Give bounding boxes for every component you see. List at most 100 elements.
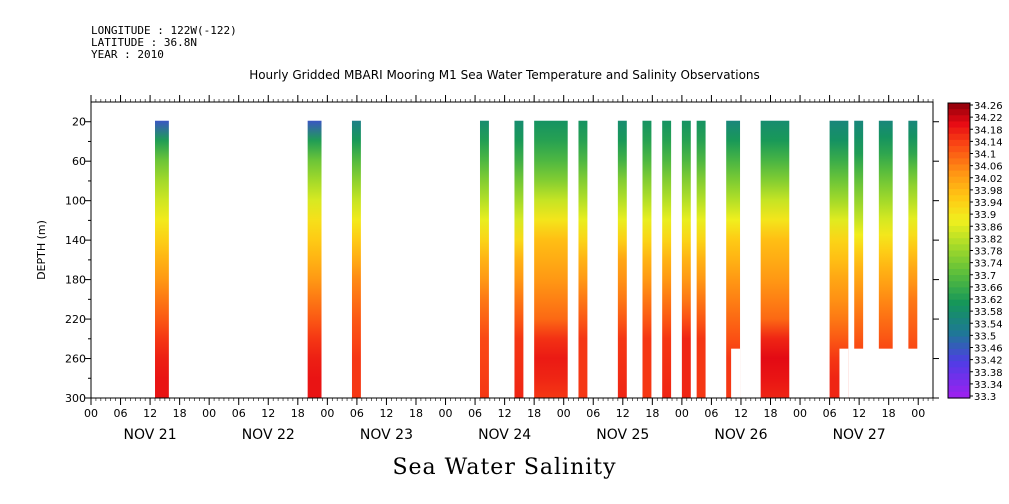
colorbar-swatch — [948, 281, 970, 288]
colorbar-label: 33.98 — [974, 186, 1003, 197]
colorbar-label: 34.14 — [974, 137, 1003, 148]
x-tick-label: 00 — [84, 407, 98, 420]
axes: 20 60 100 140 180 220 260 300 DEPTH (m) 00 06 12 18 0… — [35, 95, 939, 443]
x-tick-label: 18 — [882, 407, 896, 420]
colorbar-swatch — [948, 305, 970, 313]
year-label: YEAR : 2010 — [91, 48, 164, 61]
x-day-label: NOV 23 — [360, 427, 413, 443]
colorbar-swatch — [948, 348, 970, 356]
colorbar-swatch — [948, 342, 970, 350]
x-tick-label: 00 — [439, 407, 453, 420]
colorbar-swatch — [948, 324, 970, 331]
x-tick-label: 06 — [114, 407, 128, 420]
x-tick-label: 12 — [261, 407, 275, 420]
x-tick-label: 00 — [911, 407, 925, 420]
variable-title: Sea Water Salinity — [392, 455, 617, 480]
colorbar-label: 34.02 — [974, 174, 1003, 185]
y-tick-label: 140 — [65, 234, 86, 247]
colorbar-swatch — [948, 139, 970, 147]
colorbar-label: 34.1 — [974, 150, 996, 161]
colorbar-swatch — [948, 115, 970, 123]
colorbar-swatch — [948, 330, 970, 338]
x-day-label: NOV 21 — [124, 427, 177, 443]
observation-column — [662, 120, 672, 398]
x-tick-label: 18 — [173, 407, 187, 420]
colorbar-swatch — [948, 361, 970, 368]
longitude-label: LONGITUDE : 122W(-122) — [91, 24, 237, 37]
x-day-label: NOV 26 — [714, 427, 767, 443]
observation-column — [155, 120, 169, 398]
observation-column — [642, 120, 652, 398]
colorbar-label: 33.42 — [974, 356, 1003, 367]
colorbar-swatch — [948, 195, 970, 202]
observation-column — [534, 120, 568, 398]
x-tick-label: 12 — [852, 407, 866, 420]
colorbar-swatch — [948, 201, 970, 209]
colorbar-label: 33.9 — [974, 210, 996, 221]
colorbar-swatch — [948, 275, 970, 282]
colorbar-label: 34.06 — [974, 162, 1003, 173]
colorbar-label: 33.66 — [974, 283, 1003, 294]
colorbar-label: 33.34 — [974, 380, 1003, 391]
y-tick-label: 60 — [72, 155, 86, 168]
colorbar-swatch — [948, 318, 970, 325]
x-tick-label: 06 — [586, 407, 600, 420]
colorbar-swatch — [948, 385, 970, 393]
colorbar-label: 33.54 — [974, 319, 1003, 330]
missing-data-mask — [839, 348, 849, 398]
y-tick-label: 220 — [65, 313, 86, 326]
colorbar-swatch — [948, 182, 970, 190]
observation-column — [878, 120, 893, 349]
x-day-label: NOV 24 — [478, 427, 531, 443]
colorbar-swatch — [948, 250, 970, 258]
observation-column — [617, 120, 627, 398]
colorbar: 34.2634.2234.1834.1434.134.0634.0233.983… — [947, 101, 1003, 403]
colorbar-swatch — [948, 176, 970, 184]
x-tick-label: 00 — [320, 407, 334, 420]
x-tick-label: 06 — [823, 407, 837, 420]
x-tick-label: 18 — [409, 407, 423, 420]
colorbar-swatch — [948, 268, 970, 276]
colorbar-swatch — [948, 225, 970, 233]
colorbar-swatch — [948, 244, 970, 252]
colorbar-swatch — [948, 336, 970, 344]
colorbar-label: 33.38 — [974, 368, 1003, 379]
observation-column — [908, 120, 918, 349]
colorbar-swatch — [948, 373, 970, 381]
colorbar-swatch — [948, 158, 970, 166]
y-tick-label: 180 — [65, 274, 86, 287]
colorbar-swatch — [948, 127, 970, 135]
colorbar-label: 33.46 — [974, 344, 1003, 355]
colorbar-swatch — [948, 103, 970, 110]
y-tick-label: 100 — [65, 195, 86, 208]
x-tick-label: 00 — [675, 407, 689, 420]
colorbar-label: 33.86 — [974, 222, 1003, 233]
x-tick-label: 06 — [350, 407, 364, 420]
y-axis-label: DEPTH (m) — [35, 220, 48, 280]
x-tick-label: 06 — [704, 407, 718, 420]
x-tick-label: 00 — [793, 407, 807, 420]
colorbar-swatch — [948, 152, 970, 159]
x-tick-label: 00 — [557, 407, 571, 420]
colorbar-swatch — [948, 219, 970, 227]
x-tick-label: 12 — [616, 407, 630, 420]
colorbar-label: 33.7 — [974, 271, 996, 282]
colorbar-swatch — [948, 299, 970, 307]
colorbar-label: 34.22 — [974, 113, 1003, 124]
colorbar-swatch — [948, 262, 970, 270]
colorbar-swatch — [948, 146, 970, 153]
colorbar-swatch — [948, 391, 970, 399]
x-day-label: NOV 27 — [833, 427, 886, 443]
observation-column — [307, 120, 322, 398]
x-tick-label: 18 — [527, 407, 541, 420]
colorbar-swatch — [948, 232, 970, 239]
colorbar-swatch — [948, 354, 970, 362]
colorbar-label: 33.74 — [974, 259, 1003, 270]
colorbar-swatch — [948, 367, 970, 375]
x-tick-label: 06 — [468, 407, 482, 420]
observation-column — [726, 120, 741, 398]
colorbar-label: 34.26 — [974, 101, 1003, 112]
colorbar-swatch — [948, 256, 970, 264]
chart-title: Hourly Gridded MBARI Mooring M1 Sea Wate… — [249, 68, 760, 82]
